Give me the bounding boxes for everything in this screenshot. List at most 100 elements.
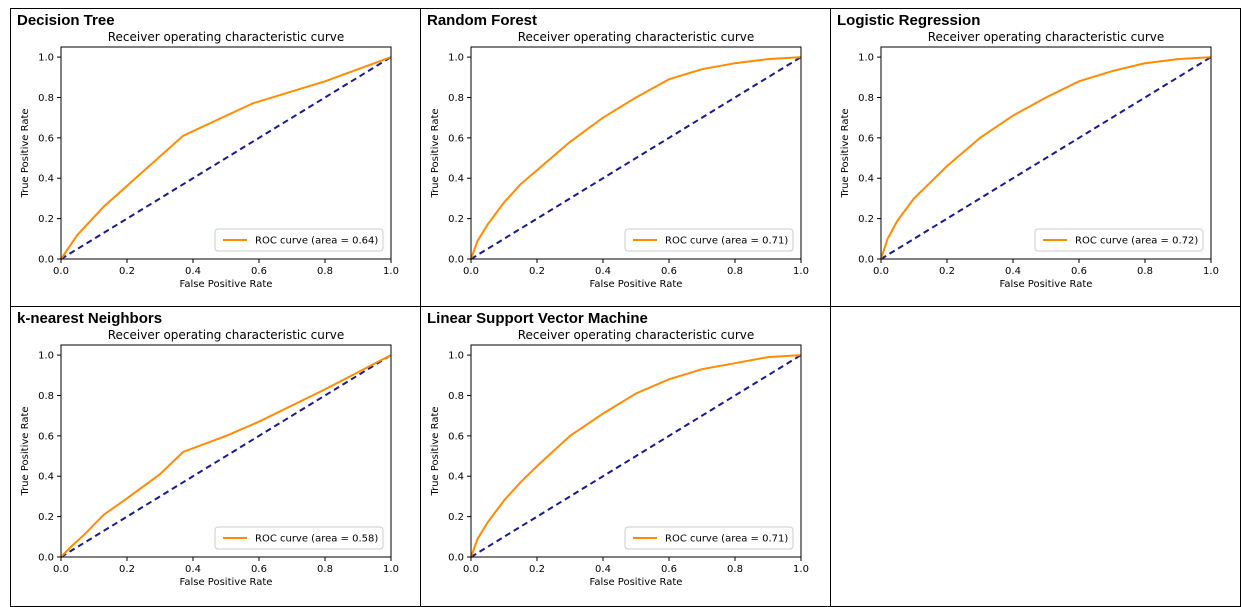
x-axis-label: False Positive Rate (180, 279, 273, 290)
panel-linear-svm: Linear Support Vector Machine Receiver o… (420, 306, 831, 607)
x-tick-label: 0.8 (727, 266, 743, 277)
y-tick-label: 0.8 (38, 93, 54, 104)
roc-chart-random-forest: Receiver operating characteristic curve 0… (430, 30, 809, 290)
y-axis-label: True Positive Rate (430, 108, 441, 198)
y-tick-label: 0.8 (38, 391, 54, 402)
panel-title: Decision Tree (17, 12, 115, 29)
chart-title: Receiver operating characteristic curve (108, 328, 345, 342)
y-tick-label: 1.0 (858, 53, 874, 64)
chart-grid: Decision Tree Receiver operating charact… (10, 8, 1241, 607)
y-tick-label: 1.0 (38, 53, 54, 64)
y-tick-label: 0.6 (858, 133, 874, 144)
y-tick-label: 0.6 (448, 133, 464, 144)
y-axis-label: True Positive Rate (20, 108, 31, 198)
x-tick-label: 0.6 (251, 564, 267, 575)
diagonal-line (60, 56, 392, 260)
y-tick-label: 0.2 (448, 214, 464, 225)
plot-frame (880, 46, 1212, 260)
panel-random-forest: Random Forest Receiver operating charact… (420, 8, 831, 307)
y-tick-label: 0.6 (38, 133, 54, 144)
x-tick-label: 0.8 (317, 564, 333, 575)
panel-decision-tree: Decision Tree Receiver operating charact… (10, 8, 421, 307)
y-tick-label: 0.8 (858, 93, 874, 104)
x-tick-label: 0.0 (873, 266, 889, 277)
y-tick-label: 0.6 (448, 431, 464, 442)
x-tick-label: 0.2 (119, 564, 135, 575)
legend-label: ROC curve (area = 0.71) (665, 534, 788, 545)
roc-chart-decision-tree: Receiver operating characteristic curve 0… (20, 30, 399, 290)
y-tick-label: 0.0 (448, 553, 464, 564)
x-tick-label: 0.2 (939, 266, 955, 277)
chart-title: Receiver operating characteristic curve (108, 30, 345, 44)
x-tick-label: 0.4 (595, 266, 611, 277)
roc-curve-line (470, 354, 802, 558)
y-tick-label: 1.0 (448, 53, 464, 64)
y-axis-label: True Positive Rate (840, 108, 851, 198)
x-tick-label: 0.6 (251, 266, 267, 277)
x-axis-label: False Positive Rate (1000, 279, 1093, 290)
legend-label: ROC curve (area = 0.71) (665, 236, 788, 247)
x-tick-label: 0.8 (1137, 266, 1153, 277)
y-tick-label: 0.4 (38, 174, 54, 185)
y-tick-label: 0.0 (858, 255, 874, 266)
panel-title: Logistic Regression (837, 12, 981, 29)
panel-title: Linear Support Vector Machine (427, 310, 648, 327)
x-axis-label: False Positive Rate (180, 577, 273, 588)
diagonal-line (60, 354, 392, 558)
x-tick-label: 0.2 (529, 266, 545, 277)
y-tick-label: 0.4 (448, 472, 464, 483)
roc-curve-line (60, 56, 392, 260)
x-tick-label: 0.8 (727, 564, 743, 575)
x-tick-label: 0.2 (119, 266, 135, 277)
y-tick-label: 0.4 (448, 174, 464, 185)
y-tick-label: 1.0 (38, 351, 54, 362)
x-tick-label: 0.4 (185, 266, 201, 277)
roc-chart-knn: Receiver operating characteristic curve 0… (20, 328, 399, 588)
diagonal-line (470, 354, 802, 558)
y-tick-label: 0.2 (858, 214, 874, 225)
y-tick-label: 0.2 (38, 214, 54, 225)
y-tick-label: 0.2 (448, 512, 464, 523)
x-tick-label: 0.0 (463, 564, 479, 575)
roc-curve-line (470, 56, 802, 260)
panel-empty (830, 306, 1241, 607)
chart-title: Receiver operating characteristic curve (518, 30, 755, 44)
y-tick-label: 0.0 (448, 255, 464, 266)
x-tick-label: 0.0 (463, 266, 479, 277)
roc-chart-logistic-regression: Receiver operating characteristic curve 0… (840, 30, 1219, 290)
y-tick-label: 0.0 (38, 255, 54, 266)
x-tick-label: 0.4 (185, 564, 201, 575)
x-tick-label: 1.0 (793, 266, 809, 277)
legend-box (624, 228, 794, 252)
plot-frame (60, 344, 392, 558)
y-tick-label: 0.8 (448, 93, 464, 104)
y-tick-label: 0.6 (38, 431, 54, 442)
x-tick-label: 0.2 (529, 564, 545, 575)
roc-curve-line (60, 354, 392, 558)
panel-logistic-regression: Logistic Regression Receiver operating c… (830, 8, 1241, 307)
legend-label: ROC curve (area = 0.64) (255, 236, 378, 247)
legend-label: ROC curve (area = 0.72) (1075, 236, 1198, 247)
roc-curve-line (880, 56, 1212, 260)
y-tick-label: 0.4 (858, 174, 874, 185)
y-tick-label: 1.0 (448, 351, 464, 362)
roc-chart-linear-svm: Receiver operating characteristic curve 0… (430, 328, 809, 588)
plot-frame (470, 46, 802, 260)
plot-frame (470, 344, 802, 558)
plot-frame (60, 46, 392, 260)
legend-box (1034, 228, 1204, 252)
y-axis-label: True Positive Rate (20, 406, 31, 496)
panel-title: Random Forest (427, 12, 538, 29)
legend-box (214, 228, 384, 252)
diagonal-line (470, 56, 802, 260)
legend-label: ROC curve (area = 0.58) (255, 534, 378, 545)
x-tick-label: 1.0 (383, 266, 399, 277)
x-tick-label: 0.0 (53, 266, 69, 277)
x-axis-label: False Positive Rate (590, 279, 683, 290)
panel-title: k-nearest Neighbors (17, 310, 163, 327)
y-tick-label: 0.8 (448, 391, 464, 402)
x-tick-label: 0.4 (1005, 266, 1021, 277)
panel-knn: k-nearest Neighbors Receiver operating c… (10, 306, 421, 607)
chart-title: Receiver operating characteristic curve (928, 30, 1165, 44)
x-tick-label: 0.6 (661, 266, 677, 277)
